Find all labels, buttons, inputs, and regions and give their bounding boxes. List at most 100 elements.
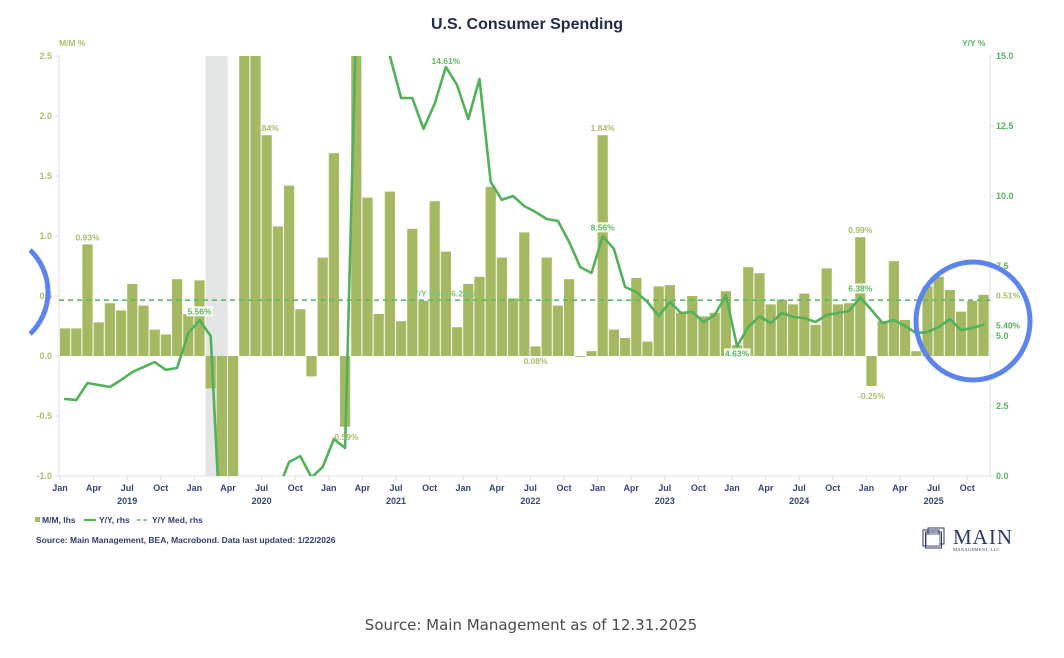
mm-bar (608, 329, 619, 356)
mm-bar (832, 304, 843, 356)
mm-bar (541, 257, 552, 356)
mm-bar (866, 356, 877, 386)
mm-bar (295, 309, 306, 356)
mm-data-label-group: -0.59% (332, 432, 359, 442)
mm-bar (844, 303, 855, 356)
right-y-axis-ticks: 15.0 12.5 10.0 7.5 5.0 2.5 0.0 (990, 51, 1014, 481)
mm-bar (575, 356, 586, 357)
yy-data-label: 14.61% (431, 56, 460, 66)
x-tick-label: Jul (389, 483, 402, 493)
yy-line-layer (63, 56, 985, 476)
left-y-tick-label: 0.0 (39, 351, 52, 361)
mm-data-label: -0.25% (858, 391, 885, 401)
legend-square-icon (35, 517, 40, 522)
right-y-tick-label: 2.5 (996, 401, 1009, 411)
x-tick-label: Apr (86, 483, 102, 493)
mm-bar (698, 316, 709, 356)
footer-caption: Source: Main Management as of 12.31.2025 (365, 616, 697, 634)
mm-bar (631, 278, 642, 356)
x-tick-label: Oct (960, 483, 975, 493)
mm-data-label-group: -0.25% (858, 391, 885, 401)
mm-data-label-group: 0.93% (75, 232, 100, 242)
mm-data-label: 1.84% (255, 123, 280, 133)
mm-data-label-group: 0.99% (848, 225, 873, 235)
mm-bar (877, 321, 888, 356)
x-tick-label: Apr (623, 483, 639, 493)
mm-bar (743, 267, 754, 356)
mm-latest-value-label: 0.51% (996, 290, 1021, 300)
mm-data-label: -0.59% (332, 432, 359, 442)
right-axis-title: Y/Y % (962, 38, 986, 48)
mm-bar (900, 320, 911, 356)
left-axis-title: M/M % (59, 38, 86, 48)
mm-data-label-group: 0.08% (523, 356, 548, 366)
right-y-tick-label: 10.0 (996, 191, 1014, 201)
x-tick-label: Jan (590, 483, 606, 493)
x-year-label: 2025 (924, 496, 944, 506)
mm-bars (60, 56, 989, 476)
mm-bar (821, 268, 832, 356)
data-labels: Y/Y Med: 6.28% 0.93% 5.56% 1.84% -0.59% 14.61… (75, 56, 885, 442)
mm-bar (463, 284, 474, 356)
mm-bar (440, 251, 451, 356)
x-tick-label: Jul (255, 483, 268, 493)
yy-data-label-group: 5.56% (186, 306, 213, 317)
legend-label-mm: M/M, lhs (42, 515, 76, 525)
x-tick-label: Jan (859, 483, 875, 493)
mm-bar (60, 328, 71, 356)
yy-median-label: Y/Y Med: 6.28% (413, 289, 476, 299)
data-label-background (430, 56, 462, 66)
mm-data-label: 0.08% (523, 356, 548, 366)
left-y-tick-label: 2.5 (39, 51, 52, 61)
mm-bar (485, 186, 496, 356)
x-tick-label: Jan (187, 483, 203, 493)
x-axis-ticks: Jan Apr Jul Oct Jan Apr Jul Oct Jan Apr Jul Oct Jan A… (52, 476, 975, 506)
mm-bar (116, 310, 127, 356)
logo-subtitle: MANAGEMENT, LLC (953, 547, 1000, 553)
x-tick-label: Jul (793, 483, 806, 493)
mm-data-label: 0.93% (75, 232, 100, 242)
mm-bar (172, 279, 183, 356)
mm-bar (933, 276, 944, 356)
x-tick-label: Oct (556, 483, 571, 493)
yy-data-label: 6.38% (848, 283, 873, 293)
overlapping-squares-logo-icon (922, 527, 945, 549)
left-y-tick-label: 2.0 (39, 111, 52, 121)
x-tick-label: Jul (927, 483, 940, 493)
mm-bar (597, 135, 608, 356)
mm-bar (888, 261, 899, 356)
x-year-label: 2021 (386, 496, 406, 506)
mm-bar (272, 226, 283, 356)
yy-data-label: 4.63% (725, 348, 750, 358)
mm-bar (474, 276, 485, 356)
mm-bar (205, 356, 216, 389)
yy-data-label-group: 14.61% (430, 56, 462, 66)
mm-data-label-group: 1.84% (591, 123, 616, 133)
mm-bar (776, 299, 787, 356)
mm-data-label: 0.99% (848, 225, 873, 235)
x-tick-label: Apr (892, 483, 908, 493)
mm-bar (642, 341, 653, 356)
x-tick-label: Apr (758, 483, 774, 493)
chart-source-note: Source: Main Management, BEA, Macrobond.… (36, 535, 336, 545)
mm-bar (149, 329, 160, 356)
left-y-tick-label: 1.0 (39, 231, 52, 241)
x-tick-label: Apr (220, 483, 236, 493)
x-tick-label: Oct (288, 483, 303, 493)
right-y-tick-label: 15.0 (996, 51, 1014, 61)
mm-bar (104, 303, 115, 356)
yy-data-label: 8.56% (591, 222, 616, 232)
mm-bar (452, 327, 463, 356)
mm-bar (239, 56, 250, 356)
logo-name: MAIN (953, 525, 1013, 549)
x-tick-label: Oct (153, 483, 168, 493)
mm-bar (586, 351, 597, 356)
yy-data-label-group: 4.63% (724, 348, 751, 359)
mm-bar (799, 293, 810, 356)
mm-data-label: 1.84% (591, 123, 616, 133)
x-tick-label: Jul (524, 483, 537, 493)
x-tick-label: Jan (455, 483, 471, 493)
yy-data-label-group: 8.56% (589, 222, 617, 233)
data-label-background (186, 306, 213, 317)
